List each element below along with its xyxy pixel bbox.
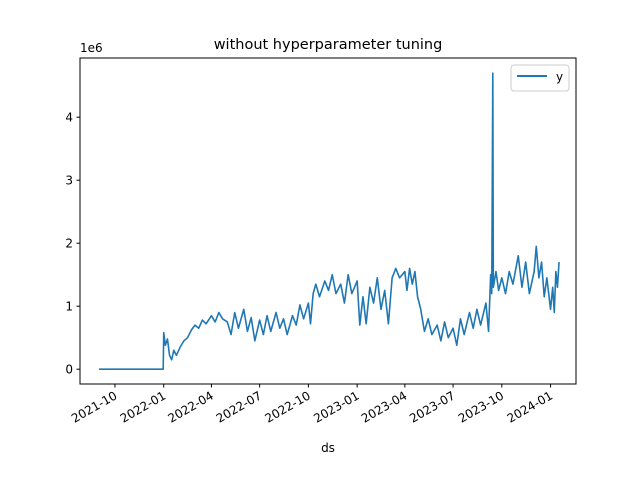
y-offset-label: 1e6 [80,41,103,55]
y-tick-label: 0 [65,363,73,377]
series-line-y [99,72,560,371]
y-tick-label: 4 [65,111,73,125]
legend-label-y: y [556,70,563,84]
y-tick-label: 1 [65,300,73,314]
y-tick-label: 3 [65,174,73,188]
plot-frame [79,57,577,385]
x-axis-label: ds [321,441,335,455]
chart-title: without hyperparameter tuning [214,37,443,53]
legend-box [510,64,570,92]
series-layer [99,72,560,371]
y-tick-label: 2 [65,237,73,251]
legend: y [510,64,570,92]
y-axis-ticks: 0 1 2 3 4 [65,111,80,377]
